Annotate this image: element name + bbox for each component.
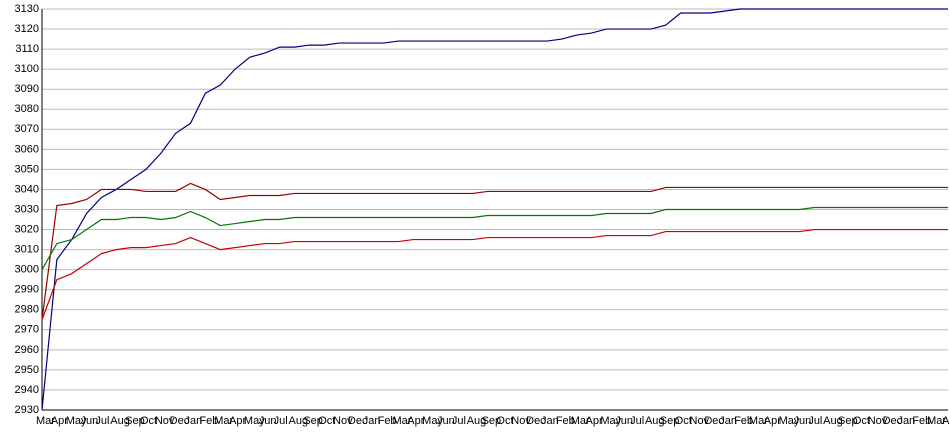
x-tick-label: Mar: [571, 415, 590, 427]
x-tick-label: Jun: [437, 415, 455, 427]
x-tick-label: Dec: [526, 415, 546, 427]
y-tick-label: 3030: [15, 203, 39, 215]
x-tick-label: Nov: [511, 415, 531, 427]
x-tick-label: Apr: [764, 415, 781, 427]
x-tick-label: Mar: [749, 415, 768, 427]
y-tick-label: 3050: [15, 163, 39, 175]
y-tick-label: 3070: [15, 123, 39, 135]
x-tick-label: Oct: [675, 415, 692, 427]
y-tick-label: 2970: [15, 324, 39, 336]
x-tick-label: Jan: [541, 415, 559, 427]
x-tick-label: Mar: [36, 415, 55, 427]
x-tick-label: Nov: [155, 415, 175, 427]
x-tick-label: Dec: [348, 415, 368, 427]
x-tick-label: Apr: [407, 415, 424, 427]
x-tick-label: Jan: [897, 415, 915, 427]
x-tick-label: Jul: [630, 415, 644, 427]
x-tick-label: Sep: [125, 415, 145, 427]
x-tick-label: Feb: [912, 415, 931, 427]
x-tick-label: Sep: [660, 415, 680, 427]
x-tick-label: Jun: [259, 415, 277, 427]
x-tick-label: Nov: [868, 415, 888, 427]
y-tick-label: 3100: [15, 63, 39, 75]
x-tick-label: May: [779, 415, 800, 427]
x-tick-label: Jul: [452, 415, 466, 427]
x-tick-label: Sep: [482, 415, 502, 427]
y-tick-label: 3000: [15, 264, 39, 276]
x-tick-label: Jun: [81, 415, 99, 427]
x-tick-label: Apr: [229, 415, 246, 427]
x-tick-label: Aug: [288, 415, 308, 427]
y-tick-label: 3060: [15, 143, 39, 155]
x-tick-label: Jan: [719, 415, 737, 427]
series-line: [41, 8, 948, 411]
x-tick-label: Jul: [95, 415, 109, 427]
x-tick-label: Jul: [808, 415, 822, 427]
x-tick-label: Oct: [140, 415, 157, 427]
x-tick-label: May: [600, 415, 621, 427]
y-tick-label: 2960: [15, 344, 39, 356]
y-tick-label: 3020: [15, 223, 39, 235]
x-tick-label: Apr: [942, 415, 950, 427]
y-tick-label: 2980: [15, 304, 39, 316]
y-tick-label: 3130: [15, 3, 39, 15]
x-tick-label: Nov: [690, 415, 710, 427]
series-line: [41, 182, 948, 320]
x-tick-label: Mar: [214, 415, 233, 427]
series-line: [41, 228, 948, 320]
y-tick-label: 2950: [15, 364, 39, 376]
x-tick-label: Aug: [467, 415, 487, 427]
x-tick-label: Oct: [318, 415, 335, 427]
x-tick-label: Mar: [392, 415, 411, 427]
x-tick-label: Sep: [303, 415, 323, 427]
y-tick-label: 3120: [15, 23, 39, 35]
x-tick-label: Sep: [838, 415, 858, 427]
x-tick-label: May: [422, 415, 443, 427]
x-tick-label: Apr: [586, 415, 603, 427]
x-tick-label: Aug: [645, 415, 665, 427]
x-tick-label: Dec: [170, 415, 190, 427]
x-tick-label: Jan: [363, 415, 381, 427]
x-tick-label: Nov: [333, 415, 353, 427]
x-tick-label: Jan: [185, 415, 203, 427]
x-tick-label: Mar: [927, 415, 946, 427]
x-tick-label: Jul: [274, 415, 288, 427]
x-tick-label: Feb: [199, 415, 218, 427]
x-tick-label: Oct: [496, 415, 513, 427]
x-tick-label: May: [66, 415, 87, 427]
y-tick-label: 2930: [15, 404, 39, 416]
y-tick-label: 3080: [15, 103, 39, 115]
y-tick-label: 2990: [15, 284, 39, 296]
x-tick-label: Jun: [615, 415, 633, 427]
x-tick-label: Dec: [704, 415, 724, 427]
y-tick-label: 3010: [15, 244, 39, 256]
y-tick-label: 2940: [15, 384, 39, 396]
y-tick-label: 3090: [15, 83, 39, 95]
x-tick-label: Apr: [51, 415, 68, 427]
x-tick-label: Feb: [556, 415, 575, 427]
y-tick-label: 3110: [15, 43, 39, 55]
x-tick-label: Aug: [110, 415, 130, 427]
x-tick-label: Dec: [883, 415, 903, 427]
x-tick-label: Oct: [853, 415, 870, 427]
y-tick-label: 3040: [15, 183, 39, 195]
series-line: [41, 206, 948, 270]
x-tick-label: Feb: [378, 415, 397, 427]
x-tick-label: Jun: [793, 415, 811, 427]
x-tick-label: Feb: [734, 415, 753, 427]
x-tick-label: May: [244, 415, 265, 427]
x-tick-label: Aug: [823, 415, 843, 427]
